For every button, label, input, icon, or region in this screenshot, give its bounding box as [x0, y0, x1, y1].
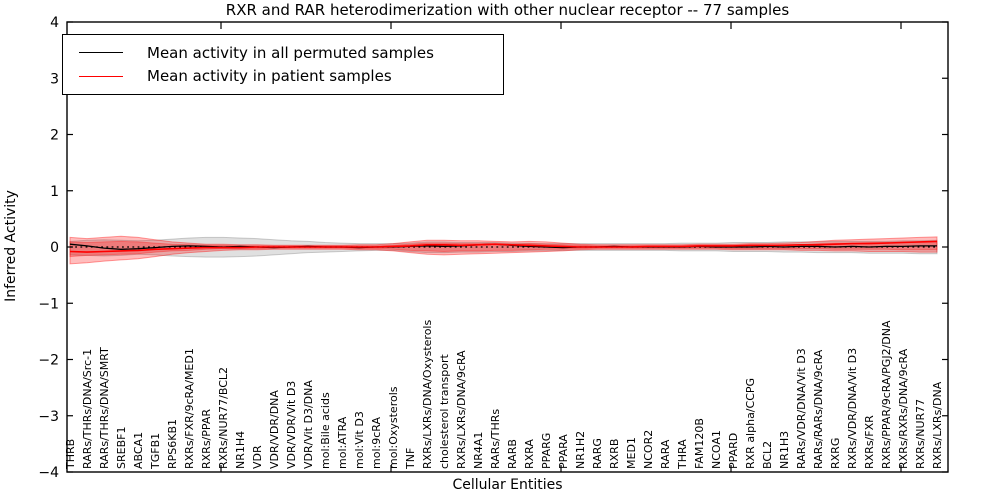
category-label: mol:Vit D3	[353, 411, 366, 469]
category-label: RXRs/LXRs/DNA/9cRA	[455, 350, 468, 469]
category-label: RXR alpha/CCPG	[744, 378, 757, 469]
y-tick-label: 1	[50, 184, 59, 200]
legend-item: Mean activity in all permuted samples	[63, 44, 503, 62]
category-label: VDR/VDR/Vit D3	[285, 381, 298, 469]
category-label: RXRs/PPAR	[200, 409, 213, 469]
category-label: RARG	[591, 438, 604, 469]
category-label: VDR/Vit D3/DNA	[302, 380, 315, 469]
y-tick-label: 0	[50, 240, 59, 256]
category-label: PPARG	[540, 433, 553, 469]
category-label: BCL2	[761, 441, 774, 469]
category-label: RARs/RARs/DNA/9cRA	[812, 349, 825, 469]
category-label: RXRs/VDR/DNA/Vit D3	[846, 348, 859, 469]
category-label: RXRB	[608, 439, 621, 469]
y-tick-label: 4	[50, 15, 59, 31]
category-label: VDR	[251, 445, 264, 469]
category-label: cholesterol transport	[438, 354, 451, 469]
band-patient-range-inner	[69, 240, 938, 258]
category-label: mol:Bile acids	[319, 392, 332, 469]
category-label: MED1	[625, 437, 638, 469]
category-label: RXRs/LXRs/DNA	[931, 381, 944, 469]
category-label: TGFB1	[149, 433, 162, 470]
y-tick-label: −3	[38, 409, 59, 425]
category-label: RXRs/FXR	[863, 415, 876, 469]
legend-label: Mean activity in all permuted samples	[147, 43, 434, 62]
band-patient-range	[69, 235, 938, 265]
y-tick-label: 3	[50, 71, 59, 87]
category-label: RXRs/NUR77	[914, 399, 927, 469]
category-label: TNF	[404, 448, 417, 470]
y-tick-label: −1	[38, 296, 59, 312]
x-axis-label: Cellular Entities	[452, 477, 563, 493]
category-label: mol:ATRA	[336, 416, 349, 469]
category-label: NR1H3	[778, 431, 791, 469]
legend-box: Mean activity in all permuted samples Me…	[62, 34, 504, 95]
category-label: RARs/VDR/DNA/Vit D3	[795, 348, 808, 469]
category-label: RXRs/FXR/9cRA/MED1	[183, 348, 196, 469]
chart-title: RXR and RAR heterodimerization with othe…	[225, 1, 790, 19]
category-label: RPS6KB1	[166, 419, 179, 469]
category-label: THRA	[676, 439, 689, 470]
category-label: PPARD	[727, 433, 740, 469]
category-label: RARs/THRs	[489, 409, 502, 469]
category-label: RARs/THRs/DNA/SMRT	[98, 347, 111, 469]
category-label: RXRG	[829, 438, 842, 469]
category-label: RXRs/LXRs/DNA/Oxysterols	[421, 320, 434, 469]
legend-line-sample-patient	[79, 75, 123, 77]
category-label: NCOA1	[710, 430, 723, 469]
category-label: RARA	[659, 439, 672, 469]
category-label: RXRs/NUR77/BCL2	[217, 367, 230, 469]
category-label: NR4A1	[472, 432, 485, 469]
legend-item: Mean activity in patient samples	[63, 67, 503, 85]
patient-mean-line	[69, 240, 938, 253]
category-label: RXRs/RXRs/DNA/9cRA	[897, 348, 910, 469]
category-label: NCOR2	[642, 430, 655, 469]
category-label: NR1H2	[574, 431, 587, 469]
category-label: SREBF1	[115, 427, 128, 469]
category-label: PPARA	[557, 434, 570, 469]
category-label: mol:9cRA	[370, 417, 383, 469]
category-label: FAM120B	[693, 418, 706, 469]
legend-label: Mean activity in patient samples	[147, 67, 392, 86]
band-permuted-range	[69, 236, 938, 258]
category-label: RXRA	[523, 439, 536, 469]
category-label: VDR/VDR/DNA	[268, 390, 281, 469]
category-label: NR1H4	[234, 431, 247, 469]
legend-line-sample-permuted	[79, 52, 123, 54]
category-label: THRB	[64, 439, 77, 470]
category-label: RXRs/PPAR/9cRA/PGJ2/DNA	[880, 320, 893, 469]
category-label: RARs/THRs/DNA/Src-1	[81, 349, 94, 469]
y-tick-label: −4	[38, 465, 59, 481]
category-label: RARB	[506, 439, 519, 469]
category-label: ABCA1	[132, 432, 145, 469]
y-tick-label: −2	[38, 353, 59, 369]
category-label: mol:Oxysterols	[387, 386, 400, 469]
y-tick-label: 2	[50, 128, 59, 144]
